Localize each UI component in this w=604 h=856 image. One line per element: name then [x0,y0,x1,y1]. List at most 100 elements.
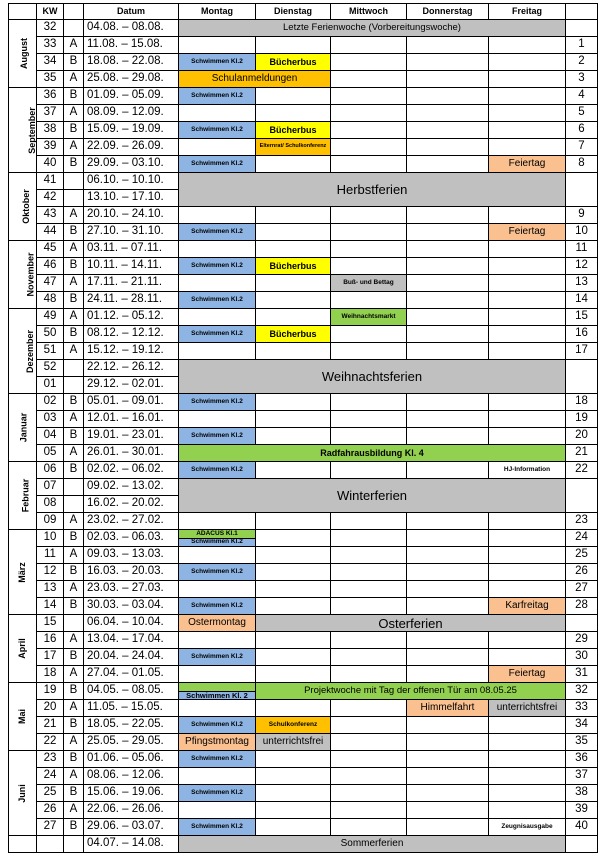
day-cell [255,631,331,649]
day-cell [488,206,566,224]
calendar-event: Schwimmen Kl.2 [179,538,255,546]
week-ab: A [63,546,84,564]
school-week-number: 23 [565,512,598,530]
header-row: KW Datum Montag Dienstag Mittwoch Donner… [8,3,598,20]
day-cell [488,512,566,530]
day-cell [255,206,331,224]
school-week-number: 22 [565,461,598,479]
day-cell [255,750,331,768]
day-cell [488,291,566,309]
calendar-event: Schwimmen Kl.2 [178,648,256,666]
week-ab: A [63,631,84,649]
week-row: März 10 B 02.03. – 06.03. ADACUS Kl.1 Schwimm… [8,529,598,615]
day-cell [330,563,407,581]
week-number: 42 [36,189,64,207]
day-cell [488,342,566,360]
month-name: Dezember [25,329,36,373]
school-week-number: 40 [565,818,598,836]
week-number: 33 [36,36,64,54]
week-number: 43 [36,206,64,224]
day-cell [255,512,331,530]
school-week-number: 30 [565,648,598,666]
date-range: 22.12. – 26.12. [83,359,179,377]
week-number: 25 [36,784,64,802]
month-label: Februar [8,461,37,530]
calendar-event: Pfingstmontag [178,733,256,751]
day-cell [406,53,489,71]
day-cell [255,223,331,241]
week-ab: B [63,155,84,173]
month-name: November [25,252,36,297]
date-range: 15.09. – 19.09. [83,121,179,139]
week-number: 40 [36,155,64,173]
day-cell [330,784,407,802]
week-ab: A [63,206,84,224]
day-cell [406,563,489,581]
week-row: 39 A 22.09. – 26.09. Elternrat/ Schulkonfer… [9,138,598,156]
week-number: 41 [36,172,64,190]
day-cell [488,87,566,105]
day-cell [330,597,407,615]
day-cell [178,274,256,292]
date-range: 25.05. – 29.05. [83,733,179,751]
day-cell [255,308,331,326]
day-cell [255,240,331,258]
school-week-number: 16 [565,325,598,343]
week-row: September 36 B 01.09. – 05.09. Schwimmen Kl.… [8,87,598,173]
day-cell [488,36,566,54]
school-week-number [565,614,598,632]
week-number: 39 [36,138,64,156]
day-cell [488,325,566,343]
week-ab: B [63,818,84,836]
week-number: 16 [36,631,64,649]
date-range: 15.12. – 19.12. [83,342,179,360]
day-cell [488,529,566,547]
calendar-event: Zeugnisausgabe [488,818,566,836]
week-number: 12 [36,563,64,581]
week-ab: A [63,104,84,122]
week-number: 34 [36,53,64,71]
day-cell [330,461,407,479]
day-cell [488,257,566,275]
week-ab: B [63,648,84,666]
week-number: 11 [36,546,64,564]
month-name: Mai [16,708,27,725]
date-range: 11.05. – 15.05. [83,699,179,717]
date-range: 25.08. – 29.08. [83,70,179,88]
week-row: 34 B 18.08. – 22.08. Schwimmen Kl.2 Bücherbu… [9,53,598,71]
month-name: September [26,106,37,154]
date-range: 23.02. – 27.02. [83,512,179,530]
day-cell [488,410,566,428]
date-range: 01.12. – 05.12. [83,308,179,326]
school-week-number [565,478,598,513]
week-row: 24 A 08.06. – 12.06. 37 [9,767,598,785]
month-label: Dezember [8,308,37,394]
day-cell [330,529,407,547]
day-cell [330,767,407,785]
week-ab: B [63,87,84,105]
calendar-event: Weihnachtsmarkt [330,308,407,326]
week-ab [63,376,84,394]
week-row: 51 A 15.12. – 19.12. 17 [9,342,598,360]
school-week-number [565,359,598,394]
day-cell [255,393,331,411]
day-cell [330,750,407,768]
day-cell [330,70,407,88]
week-row: Januar 02 B 05.01. – 09.01. Schwimmen Kl.2 18 [8,393,598,462]
day-cell [488,393,566,411]
date-range: 20.10. – 24.10. [83,206,179,224]
week-row: 18 A 27.04. – 01.05. Feiertag 31 [9,665,598,683]
day-cell [488,70,566,88]
day-cell [488,546,566,564]
week-number: 19 [36,682,64,700]
header-kw: KW [36,3,64,20]
day-cell [488,716,566,734]
week-ab [63,359,84,377]
date-range: 01.09. – 05.09. [83,87,179,105]
school-week-number: 20 [565,427,598,445]
day-cell [178,580,256,598]
week-row: 12 B 16.03. – 20.03. Schwimmen Kl.2 26 [9,563,598,581]
day-cell [406,325,489,343]
week-number: 52 [36,359,64,377]
day-cell [406,801,489,819]
